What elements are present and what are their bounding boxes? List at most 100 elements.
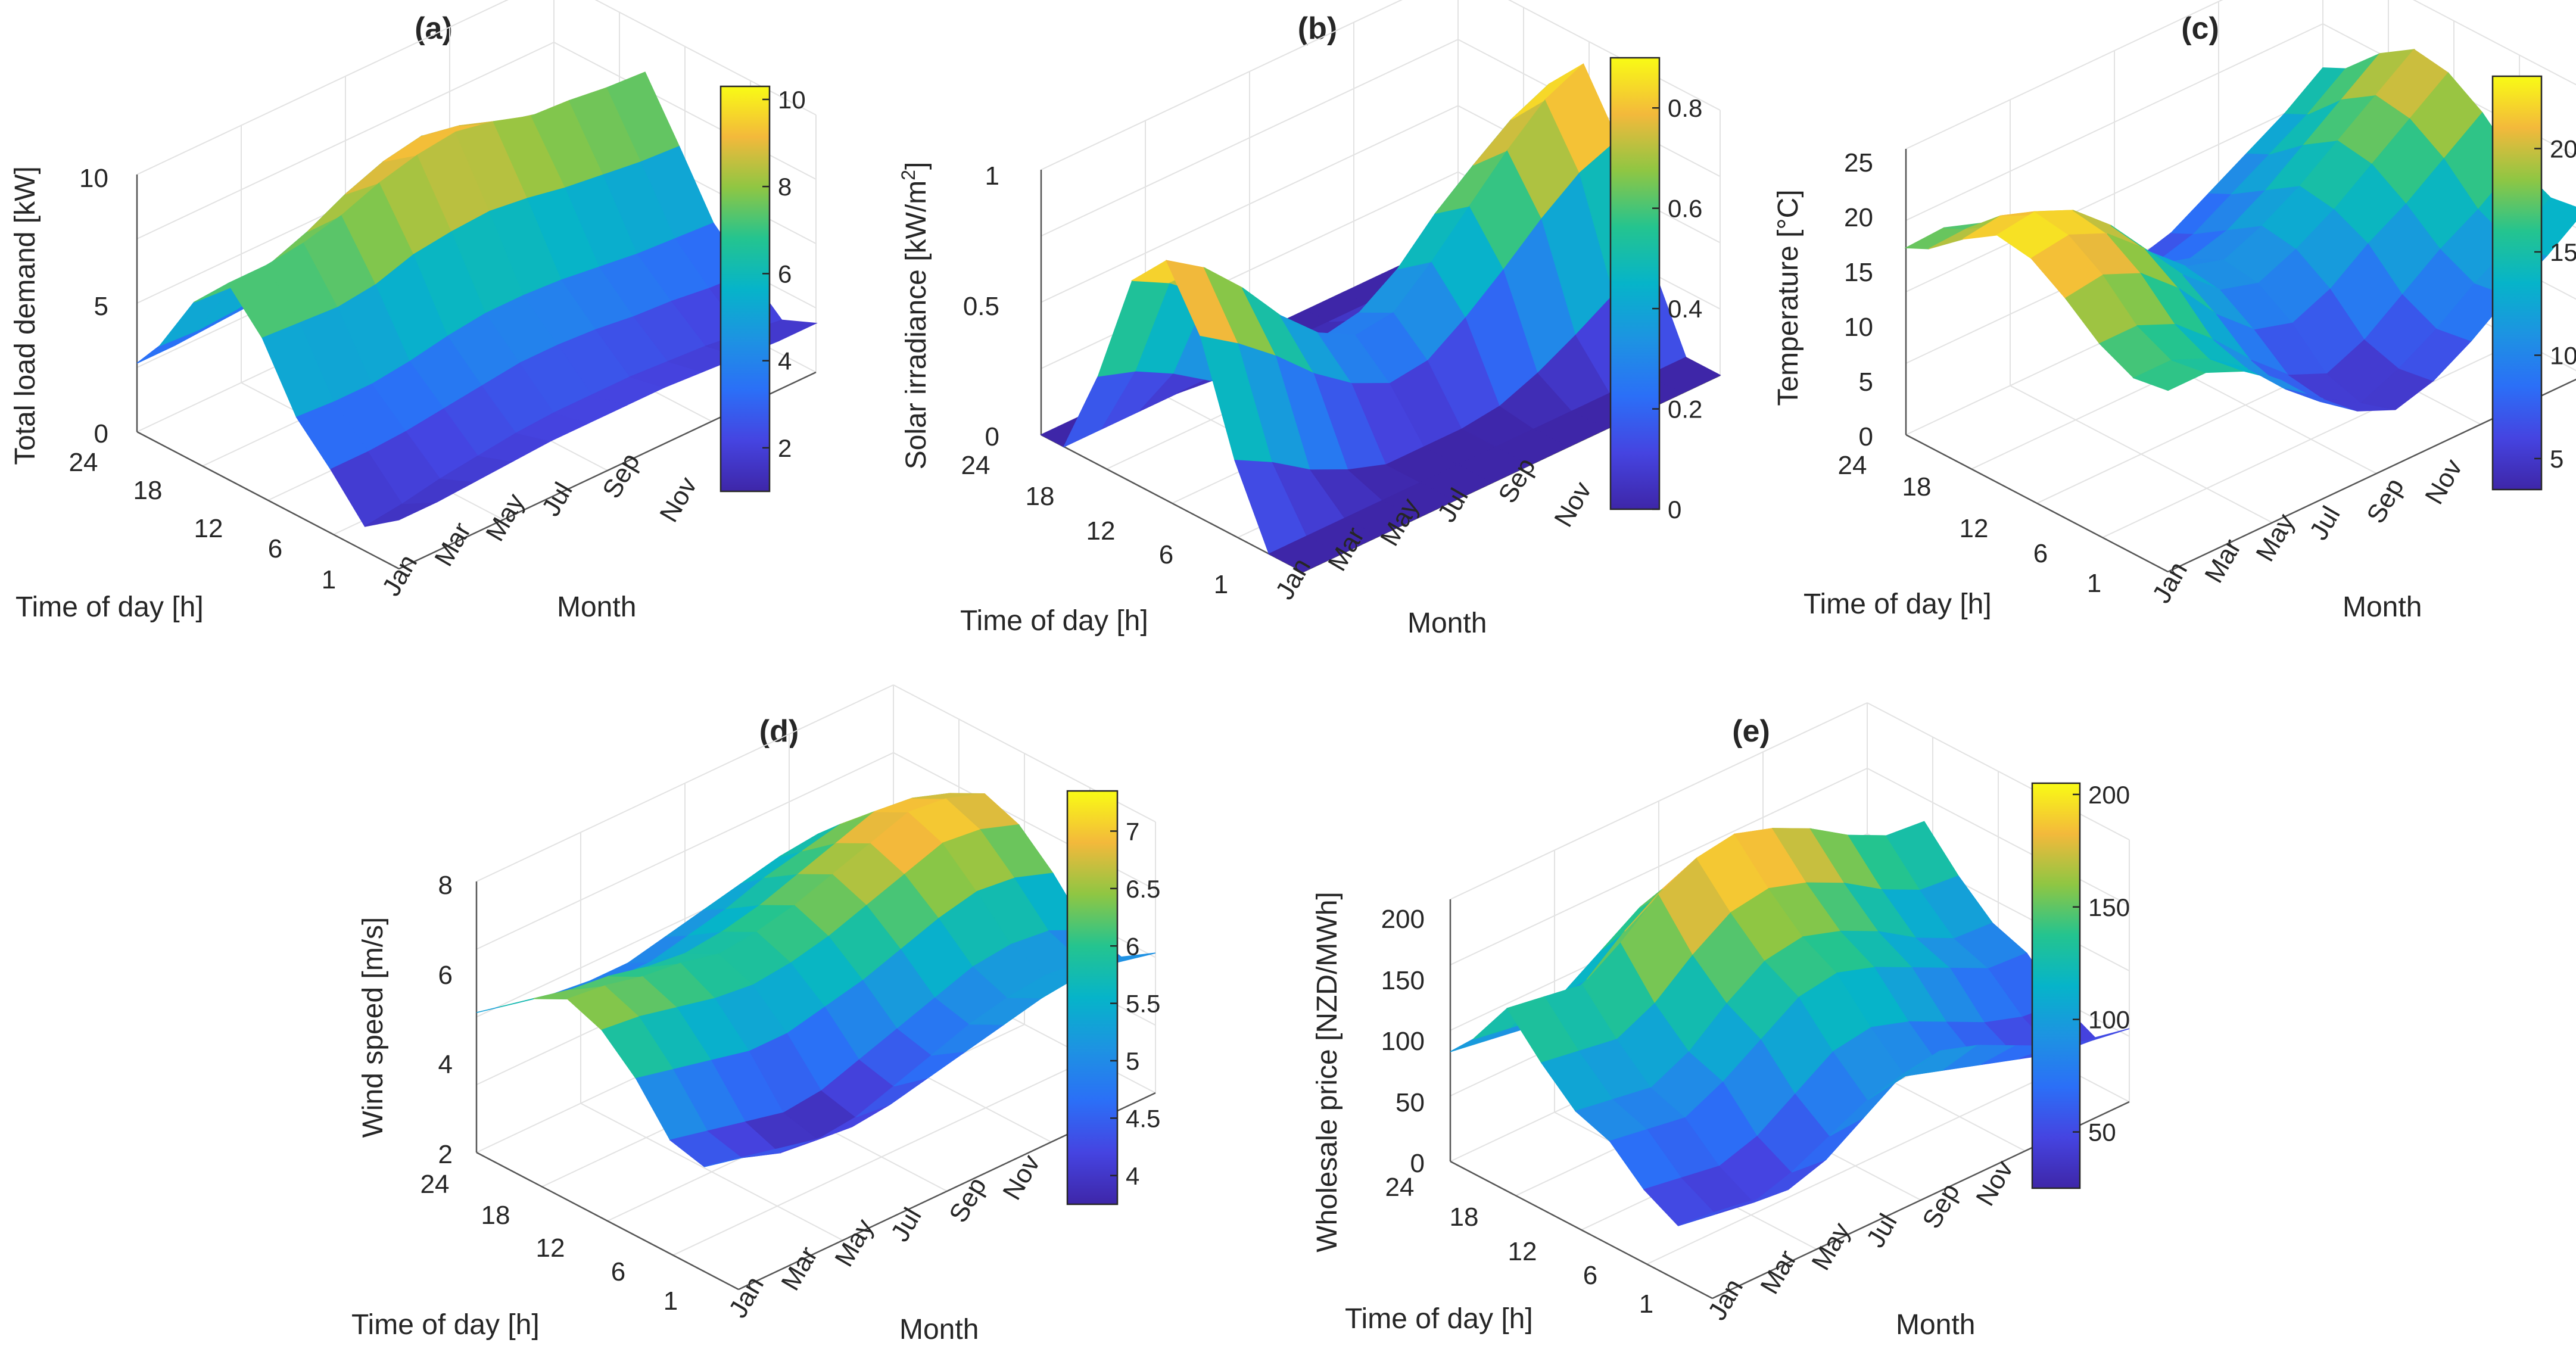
month-tick-label: Mar	[1755, 1245, 1802, 1299]
month-tick-label: Jul	[885, 1203, 927, 1247]
colorbar-frame	[719, 85, 771, 493]
panel-e: (e) 0 50 100 150 200 24 18 12 6 1 Jan Ma…	[1312, 702, 2130, 1341]
hour-tick-label: 12	[536, 1233, 565, 1263]
hour-tick-label: 1	[1639, 1289, 1653, 1319]
colorbar-tick-label: 0.4	[1668, 295, 1702, 323]
month-tick-label: Jan	[1702, 1274, 1749, 1325]
hour-tick-label: 6	[1159, 540, 1173, 569]
month-tick-label: Nov	[1549, 477, 1597, 532]
z-axis-label: Wholesale price [NZD/MWh]	[1312, 892, 1343, 1252]
back-wall-gridline	[1450, 768, 1868, 965]
hour-tick-label: 6	[1583, 1261, 1597, 1290]
z-tick-label: 8	[438, 871, 453, 900]
hour-axis-line	[1905, 434, 2169, 573]
z-tick-label: 0	[985, 422, 999, 451]
y-axis-label: Month	[1896, 1309, 1975, 1341]
back-wall-gridline	[1905, 23, 2323, 221]
z-tick-label: 0	[94, 419, 108, 448]
surface	[1450, 821, 2130, 1226]
hour-axis-line	[136, 431, 400, 570]
hour-tick-label: 12	[1960, 514, 1989, 543]
hour-tick-label: 1	[664, 1286, 678, 1316]
month-tick-label: Sep	[1917, 1179, 1966, 1233]
panel-b: (b) 0 0.5 1 24 18 12 6 1 Jan Mar May Jul…	[898, 0, 1721, 639]
colorbar: 50 100 150 200	[2031, 781, 2130, 1189]
z-tick-label: 6	[438, 961, 453, 990]
y-axis-label: Month	[1407, 607, 1487, 639]
back-wall-gridline	[1905, 0, 2223, 149]
side-wall-gridline	[553, 42, 817, 180]
z-axis-label: Temperature [°C]	[1773, 189, 1804, 406]
colorbar-gradient	[1067, 791, 1117, 1204]
back-wall-gridline	[1041, 0, 1403, 170]
colorbar-tick-label: 4.5	[1126, 1104, 1160, 1132]
colorbar: 4 4.5 5 5.5 6 6.5 7	[1066, 790, 1160, 1205]
z-tick-label: 20	[1844, 203, 1873, 232]
hour-tick-label: 6	[2033, 539, 2048, 568]
colorbar: 5 10 15 20	[2491, 75, 2576, 491]
hour-tick-label: 6	[611, 1257, 625, 1286]
hour-tick-label: 18	[481, 1201, 510, 1230]
z-tick-label: 0.5	[963, 292, 999, 321]
side-wall-gridline	[594, 0, 817, 116]
colorbar-tick-label: 6	[778, 260, 792, 288]
hour-tick-label: 12	[1086, 516, 1116, 546]
hour-tick-label: 24	[1385, 1173, 1415, 1202]
z-tick-label: 10	[79, 164, 108, 193]
back-wall-gridline	[1905, 95, 2323, 292]
back-wall-gridline	[476, 684, 894, 882]
colorbar-tick-label: 4	[778, 347, 792, 375]
month-tick-label: Nov	[2419, 454, 2468, 509]
colorbar-gradient	[1611, 58, 1659, 509]
hour-tick-label: 18	[133, 476, 163, 505]
z-tick-label: 0	[1859, 422, 1873, 451]
colorbar-tick-label: 0.2	[1668, 395, 1702, 423]
back-wall-gridline	[1041, 171, 1459, 369]
hour-tick-label: 24	[961, 451, 990, 480]
colorbar-tick-label: 20	[2550, 135, 2576, 163]
z-tick-label: 100	[1381, 1027, 1425, 1056]
z-tick-label: 1	[985, 161, 999, 191]
month-tick-label: Mar	[429, 518, 476, 571]
colorbar-frame	[1066, 790, 1119, 1205]
month-tick-label: Jul	[536, 478, 578, 521]
colorbar-tick-label: 0.6	[1668, 195, 1702, 223]
x-axis-label: Time of day [h]	[15, 591, 204, 623]
month-tick-label: May	[829, 1214, 879, 1272]
panel-title: (c)	[2181, 11, 2219, 46]
x-axis-label: Time of day [h]	[960, 605, 1148, 637]
back-wall-gridline	[1041, 39, 1459, 237]
colorbar-tick-label: 8	[778, 173, 792, 201]
z-axis-label-end: ]	[901, 162, 932, 170]
colorbar-tick-label: 15	[2550, 238, 2576, 266]
panel-c: (c) 0 5 10 15 20 25 24 18 12 6 1 Jan Mar…	[1773, 0, 2576, 623]
hour-tick-label: 12	[1508, 1237, 1537, 1266]
colorbar-frame	[2491, 75, 2543, 491]
back-wall-gridline	[136, 0, 509, 175]
z-tick-label: 50	[1396, 1088, 1425, 1117]
hour-tick-label: 24	[420, 1170, 450, 1199]
hour-tick-label: 24	[1838, 451, 1867, 480]
y-axis-label: Month	[899, 1314, 979, 1345]
side-wall-gridline	[1867, 702, 2130, 840]
colorbar-tick-label: 5	[1126, 1047, 1139, 1075]
colorbar-tick-label: 10	[778, 86, 806, 114]
z-tick-label: 2	[438, 1140, 453, 1169]
y-axis-label: Month	[557, 591, 636, 623]
x-axis-label: Time of day [h]	[1803, 588, 1992, 620]
month-tick-label: Jan	[723, 1272, 770, 1323]
month-tick-label: Jul	[1861, 1209, 1903, 1253]
surface-patch	[136, 329, 198, 364]
side-wall-gridline	[1867, 768, 2130, 906]
back-wall-gridline	[1450, 702, 1868, 900]
panel-d: (d) 2 4 6 8 24 18 12 6 1 Jan Mar May Jul…	[351, 684, 1160, 1345]
month-tick-label: Nov	[1970, 1156, 2019, 1211]
side-wall-gridline	[2412, 0, 2576, 86]
month-tick-label: Sep	[943, 1173, 992, 1228]
colorbar-tick-label: 200	[2088, 781, 2130, 809]
surface-patch	[742, 1139, 815, 1158]
month-tick-label: Sep	[2361, 473, 2410, 528]
hour-axis-line	[476, 1151, 739, 1291]
hour-tick-label: 12	[194, 514, 223, 543]
